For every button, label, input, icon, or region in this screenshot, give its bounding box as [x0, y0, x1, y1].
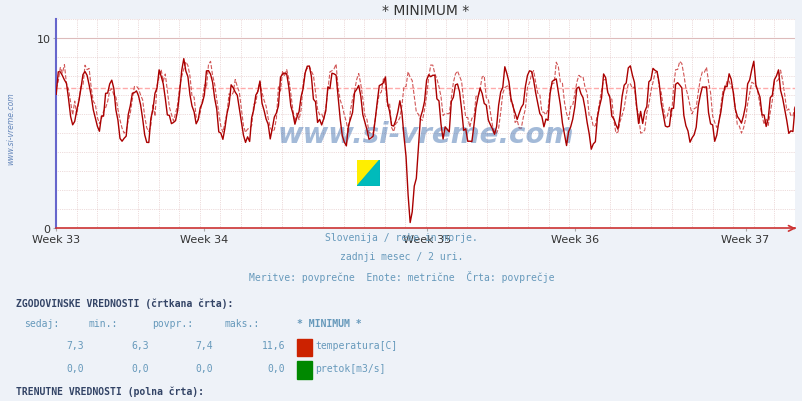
Polygon shape — [357, 160, 379, 186]
Text: povpr.:: povpr.: — [152, 318, 193, 328]
Bar — [297, 361, 311, 379]
Text: 0,0: 0,0 — [267, 363, 285, 373]
Text: 7,4: 7,4 — [195, 341, 213, 350]
Text: sedaj:: sedaj: — [24, 318, 59, 328]
Text: zadnji mesec / 2 uri.: zadnji mesec / 2 uri. — [339, 251, 463, 261]
Text: pretok[m3/s]: pretok[m3/s] — [315, 363, 386, 373]
Title: * MINIMUM *: * MINIMUM * — [382, 4, 468, 18]
Text: ZGODOVINSKE VREDNOSTI (črtkana črta):: ZGODOVINSKE VREDNOSTI (črtkana črta): — [16, 298, 233, 308]
Text: www.si-vreme.com: www.si-vreme.com — [6, 92, 15, 164]
Text: temperatura[C]: temperatura[C] — [315, 341, 397, 350]
Text: www.si-vreme.com: www.si-vreme.com — [277, 121, 573, 149]
Text: 6,3: 6,3 — [131, 341, 148, 350]
Text: min.:: min.: — [88, 318, 118, 328]
Text: maks.:: maks.: — [225, 318, 260, 328]
Text: 11,6: 11,6 — [261, 341, 285, 350]
Text: 0,0: 0,0 — [131, 363, 148, 373]
Polygon shape — [357, 160, 379, 186]
Text: Meritve: povprečne  Enote: metrične  Črta: povprečje: Meritve: povprečne Enote: metrične Črta:… — [249, 270, 553, 282]
Polygon shape — [357, 160, 379, 186]
Text: 0,0: 0,0 — [67, 363, 84, 373]
Text: 7,3: 7,3 — [67, 341, 84, 350]
Text: * MINIMUM *: * MINIMUM * — [297, 318, 361, 328]
Text: Slovenija / reke in morje.: Slovenija / reke in morje. — [325, 232, 477, 242]
Text: TRENUTNE VREDNOSTI (polna črta):: TRENUTNE VREDNOSTI (polna črta): — [16, 385, 204, 396]
Text: 0,0: 0,0 — [195, 363, 213, 373]
Bar — [297, 339, 311, 356]
